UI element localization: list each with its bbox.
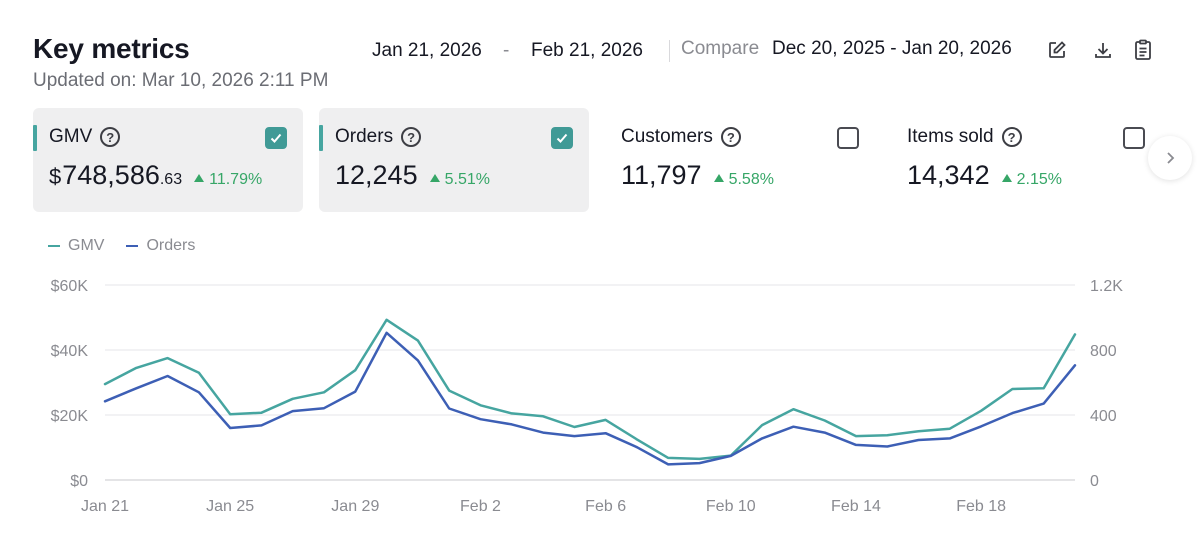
- date-start[interactable]: Jan 21, 2026: [372, 40, 482, 61]
- card-label: GMV: [49, 126, 93, 147]
- change-value: 5.58%: [728, 171, 774, 188]
- metric-card-orders[interactable]: Orders ? 12,245 5.51%: [319, 108, 589, 212]
- page-title: Key metrics: [33, 33, 190, 64]
- value-main: 14,342: [907, 160, 990, 190]
- change-value: 11.79%: [209, 171, 263, 188]
- change-value: 5.51%: [444, 171, 490, 188]
- series-line-orders: [103, 331, 1077, 466]
- legend-label: Orders: [146, 237, 196, 254]
- x-tick-label: Feb 6: [585, 498, 626, 515]
- line-chart: $0 0 $20K 400 $40K 800 $60K 1.2K Jan 21 Jan 25 Jan…: [51, 278, 1124, 515]
- updated-timestamp: Updated on: Mar 10, 2026 2:11 PM: [33, 70, 329, 91]
- chevron-right-icon: [1167, 152, 1175, 164]
- edit-icon[interactable]: [1045, 38, 1069, 62]
- card-label: Customers: [621, 126, 713, 147]
- card-value: $ 748,586 .63 11.79%: [49, 160, 262, 191]
- date-separator: -: [503, 40, 510, 61]
- card-value: 14,342 2.15%: [907, 160, 1062, 191]
- up-arrow-icon: [713, 174, 724, 182]
- y-left-tick-label: $60K: [51, 278, 89, 295]
- compare-label: Compare: [681, 38, 760, 59]
- y-right-tick-label: 400: [1090, 408, 1117, 425]
- metric-card-customers[interactable]: Customers ? 11,797 5.58%: [605, 108, 875, 212]
- value-main: 748,586: [62, 160, 160, 190]
- date-end[interactable]: Feb 21, 2026: [531, 40, 643, 61]
- metric-card-items-sold[interactable]: Items sold ? 14,342 2.15%: [891, 108, 1161, 212]
- card-accent: [33, 125, 37, 151]
- x-tick-label: Feb 14: [831, 498, 881, 515]
- y-right-tick-label: 800: [1090, 343, 1117, 360]
- up-arrow-icon: [1001, 174, 1012, 182]
- y-right-tick-label: 0: [1090, 473, 1099, 490]
- y-right-tick-label: 1.2K: [1090, 278, 1123, 295]
- value-main: 12,245: [335, 160, 418, 190]
- change-indicator: 2.15%: [1001, 171, 1062, 189]
- y-left-tick-label: $20K: [51, 408, 89, 425]
- divider: [669, 40, 670, 62]
- x-tick-label: Jan 21: [81, 498, 129, 515]
- next-cards-button[interactable]: [1148, 136, 1192, 180]
- x-tick-label: Feb 2: [460, 498, 501, 515]
- x-tick-label: Jan 29: [331, 498, 379, 515]
- legend-swatch: [126, 245, 139, 247]
- value-cents: .63: [159, 171, 183, 188]
- x-tick-label: Jan 25: [206, 498, 254, 515]
- legend-swatch: [48, 245, 60, 247]
- change-value: 2.15%: [1016, 171, 1062, 188]
- value-main: 11,797: [621, 160, 702, 190]
- x-tick-label: Feb 10: [706, 498, 756, 515]
- x-tick-label: Feb 18: [956, 498, 1006, 515]
- help-icon[interactable]: ?: [1001, 127, 1022, 147]
- change-indicator: 5.58%: [713, 171, 774, 189]
- chart-legend: GMV Orders: [48, 237, 195, 255]
- report-icon[interactable]: [1131, 38, 1155, 62]
- customers-checkbox[interactable]: [837, 127, 859, 149]
- y-left-tick-label: $40K: [51, 343, 89, 360]
- y-left-tick-label: $0: [70, 473, 88, 490]
- change-indicator: 5.51%: [429, 171, 490, 189]
- help-icon[interactable]: ?: [720, 127, 741, 147]
- compare-range[interactable]: Dec 20, 2025 - Jan 20, 2026: [772, 38, 1012, 59]
- card-label: Orders: [335, 126, 394, 147]
- gmv-checkbox[interactable]: [265, 127, 287, 149]
- currency-symbol: $: [49, 164, 62, 189]
- orders-checkbox[interactable]: [551, 127, 573, 149]
- download-icon[interactable]: [1091, 38, 1115, 62]
- card-accent: [319, 125, 323, 151]
- card-label: Items sold: [907, 126, 994, 147]
- card-value: 11,797 5.58%: [621, 160, 774, 191]
- legend-label: GMV: [68, 237, 105, 254]
- series-line-gmv: [103, 318, 1077, 461]
- help-icon[interactable]: ?: [100, 127, 121, 147]
- metric-card-gmv[interactable]: GMV ? $ 748,586 .63 11.79%: [33, 108, 303, 212]
- up-arrow-icon: [429, 174, 440, 182]
- change-indicator: 11.79%: [194, 171, 262, 189]
- up-arrow-icon: [194, 174, 205, 182]
- help-icon[interactable]: ?: [401, 127, 422, 147]
- card-value: 12,245 5.51%: [335, 160, 490, 191]
- items-sold-checkbox[interactable]: [1123, 127, 1145, 149]
- legend-item-gmv[interactable]: GMV: [48, 237, 104, 255]
- legend-item-orders[interactable]: Orders: [126, 237, 195, 255]
